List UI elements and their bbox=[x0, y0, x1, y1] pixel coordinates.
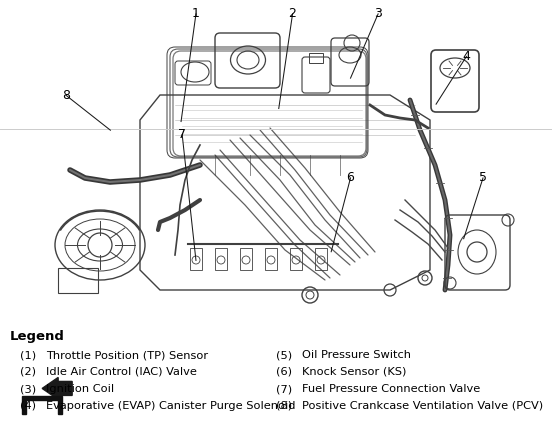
Text: Oil Pressure Switch: Oil Pressure Switch bbox=[302, 350, 411, 360]
Bar bbox=[240, 248, 252, 270]
Text: Knock Sensor (KS): Knock Sensor (KS) bbox=[302, 367, 406, 377]
Bar bbox=[58, 268, 98, 293]
Text: 8: 8 bbox=[62, 89, 70, 102]
FancyArrow shape bbox=[42, 378, 72, 399]
Bar bbox=[309, 53, 323, 63]
Text: 1: 1 bbox=[192, 7, 200, 20]
Text: 3: 3 bbox=[374, 7, 382, 20]
Bar bbox=[190, 248, 202, 270]
Text: Legend: Legend bbox=[10, 330, 65, 343]
Text: 7: 7 bbox=[178, 128, 186, 141]
Text: Fuel Pressure Connection Valve: Fuel Pressure Connection Valve bbox=[302, 384, 480, 394]
Bar bbox=[0, 0, 552, 134]
Text: (5): (5) bbox=[276, 350, 292, 360]
Text: (1): (1) bbox=[20, 350, 36, 360]
Text: 5: 5 bbox=[479, 171, 487, 184]
Text: (7): (7) bbox=[276, 384, 292, 394]
Text: 2: 2 bbox=[289, 7, 296, 20]
Text: 4: 4 bbox=[463, 50, 470, 63]
Text: Throttle Position (TP) Sensor: Throttle Position (TP) Sensor bbox=[46, 350, 208, 360]
Bar bbox=[290, 248, 302, 270]
Bar bbox=[315, 248, 327, 270]
Text: Idle Air Control (IAC) Valve: Idle Air Control (IAC) Valve bbox=[46, 367, 197, 377]
Text: (2): (2) bbox=[20, 367, 36, 377]
Text: (4): (4) bbox=[20, 401, 36, 411]
Text: Positive Crankcase Ventilation Valve (PCV): Positive Crankcase Ventilation Valve (PC… bbox=[302, 401, 543, 411]
Text: (3): (3) bbox=[20, 384, 36, 394]
Text: 6: 6 bbox=[347, 171, 354, 184]
Text: (6): (6) bbox=[276, 367, 292, 377]
Text: (8): (8) bbox=[276, 401, 292, 411]
Polygon shape bbox=[22, 396, 62, 414]
Text: Evaporative (EVAP) Canister Purge Solenoid: Evaporative (EVAP) Canister Purge Soleno… bbox=[46, 401, 295, 411]
Bar bbox=[265, 248, 277, 270]
Text: Ignition Coil: Ignition Coil bbox=[46, 384, 114, 394]
Bar bbox=[215, 248, 227, 270]
